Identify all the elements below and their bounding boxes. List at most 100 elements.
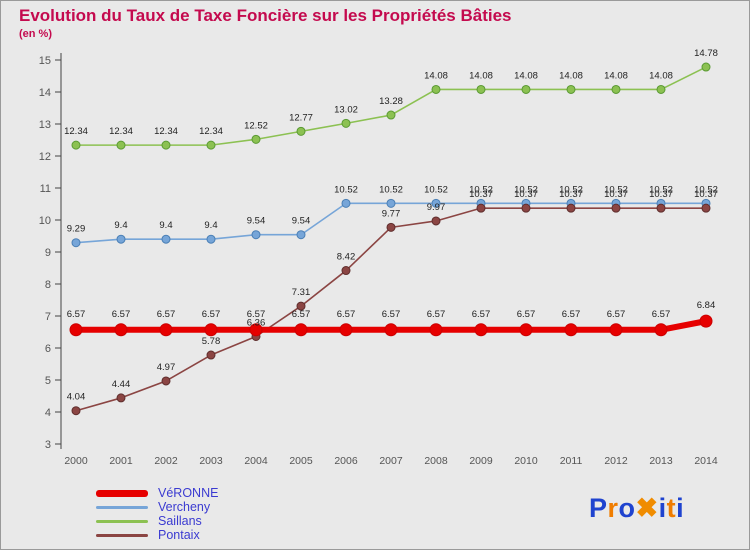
svg-text:4: 4 (45, 407, 51, 419)
svg-text:2010: 2010 (514, 455, 538, 467)
svg-text:10.52: 10.52 (514, 184, 538, 195)
legend-item-vercheny: Vercheny (96, 500, 218, 514)
svg-text:2006: 2006 (334, 455, 358, 467)
svg-text:6.57: 6.57 (652, 309, 671, 320)
logo-letter-2: r (607, 493, 619, 523)
logo-letter-3: o (618, 493, 636, 523)
svg-text:2005: 2005 (289, 455, 313, 467)
svg-text:14: 14 (39, 87, 51, 99)
svg-text:2011: 2011 (560, 455, 583, 467)
logo-letter-5: i (658, 493, 667, 523)
svg-text:9.4: 9.4 (204, 220, 217, 231)
svg-text:2012: 2012 (604, 455, 628, 467)
svg-text:9.4: 9.4 (159, 220, 172, 231)
legend-item-veronne: VéRONNE (96, 486, 218, 500)
svg-text:4.44: 4.44 (112, 379, 131, 390)
svg-text:6.57: 6.57 (67, 309, 86, 320)
svg-text:2014: 2014 (694, 455, 718, 467)
svg-text:12.52: 12.52 (244, 120, 268, 131)
svg-text:13: 13 (39, 119, 51, 131)
legend-label-saillans: Saillans (158, 514, 202, 528)
logo-x-icon: ✖ (635, 493, 659, 523)
svg-text:10: 10 (39, 215, 51, 227)
svg-text:9.54: 9.54 (247, 216, 266, 227)
logo-letter-6: t (666, 493, 677, 523)
svg-text:10.52: 10.52 (469, 184, 493, 195)
svg-text:12.34: 12.34 (109, 126, 133, 137)
svg-text:10.52: 10.52 (694, 184, 718, 195)
svg-text:12.77: 12.77 (289, 112, 313, 123)
legend-item-pontaix: Pontaix (96, 528, 218, 542)
svg-text:10.37: 10.37 (469, 189, 493, 200)
svg-text:6.57: 6.57 (517, 309, 536, 320)
svg-text:5.78: 5.78 (202, 336, 221, 347)
svg-text:6.57: 6.57 (292, 309, 311, 320)
svg-text:7.31: 7.31 (292, 287, 311, 298)
legend-label-pontaix: Pontaix (158, 528, 200, 542)
legend-swatch-veronne (96, 489, 148, 497)
svg-text:10.52: 10.52 (559, 184, 583, 195)
legend-item-saillans: Saillans (96, 514, 218, 528)
svg-text:12.34: 12.34 (64, 126, 88, 137)
svg-text:10.37: 10.37 (559, 189, 583, 200)
svg-text:6.57: 6.57 (382, 309, 401, 320)
svg-text:10.52: 10.52 (604, 184, 628, 195)
svg-text:12: 12 (39, 151, 51, 163)
svg-text:10.37: 10.37 (649, 189, 673, 200)
svg-text:6.57: 6.57 (337, 309, 356, 320)
chart-subtitle: (en %) (19, 28, 52, 40)
svg-text:9.77: 9.77 (382, 208, 401, 219)
svg-text:2001: 2001 (109, 455, 133, 467)
svg-text:3: 3 (45, 439, 51, 451)
svg-text:14.08: 14.08 (559, 70, 583, 81)
svg-text:2003: 2003 (199, 455, 223, 467)
svg-text:6.57: 6.57 (472, 309, 491, 320)
svg-text:2013: 2013 (649, 455, 673, 467)
svg-text:6.57: 6.57 (157, 309, 176, 320)
svg-text:6.57: 6.57 (202, 309, 221, 320)
svg-text:9.97: 9.97 (427, 202, 446, 213)
svg-text:6.36: 6.36 (247, 317, 266, 328)
svg-text:13.28: 13.28 (379, 96, 403, 107)
svg-text:14.08: 14.08 (514, 70, 538, 81)
logo-letter-1: P (589, 493, 608, 523)
svg-text:14.08: 14.08 (649, 70, 673, 81)
svg-text:6.57: 6.57 (562, 309, 581, 320)
svg-text:14.78: 14.78 (694, 48, 718, 59)
svg-text:4.97: 4.97 (157, 362, 176, 373)
svg-text:6.57: 6.57 (427, 309, 446, 320)
legend-swatch-vercheny (96, 505, 148, 509)
svg-text:8: 8 (45, 279, 51, 291)
svg-text:7: 7 (45, 311, 51, 323)
svg-text:9.4: 9.4 (114, 220, 127, 231)
svg-text:13.02: 13.02 (334, 104, 358, 115)
svg-text:15: 15 (39, 55, 51, 67)
legend-swatch-pontaix (96, 533, 148, 537)
svg-text:10.37: 10.37 (694, 189, 718, 200)
svg-text:11: 11 (40, 183, 51, 195)
svg-text:9.54: 9.54 (292, 216, 311, 227)
svg-text:10.52: 10.52 (379, 184, 403, 195)
svg-text:10.52: 10.52 (334, 184, 358, 195)
logo-letter-7: i (676, 493, 685, 523)
proxiti-logo[interactable]: Pro✖iti (589, 493, 684, 524)
legend-swatch-saillans (96, 519, 148, 523)
svg-text:6.57: 6.57 (607, 309, 626, 320)
chart-title: Evolution du Taux de Taxe Foncière sur l… (19, 6, 512, 25)
svg-text:2008: 2008 (424, 455, 448, 467)
svg-text:12.34: 12.34 (154, 126, 178, 137)
legend-label-veronne: VéRONNE (158, 486, 219, 500)
svg-text:14.08: 14.08 (424, 70, 448, 81)
svg-text:10.52: 10.52 (424, 184, 448, 195)
svg-text:2004: 2004 (244, 455, 268, 467)
svg-text:14.08: 14.08 (469, 70, 493, 81)
svg-text:5: 5 (45, 375, 51, 387)
svg-text:2009: 2009 (469, 455, 493, 467)
svg-text:2002: 2002 (154, 455, 178, 467)
svg-text:6.84: 6.84 (697, 300, 716, 311)
svg-text:4.04: 4.04 (67, 392, 86, 403)
legend: VéRONNE Vercheny Saillans Pontaix (96, 486, 218, 542)
svg-text:9: 9 (45, 247, 51, 259)
